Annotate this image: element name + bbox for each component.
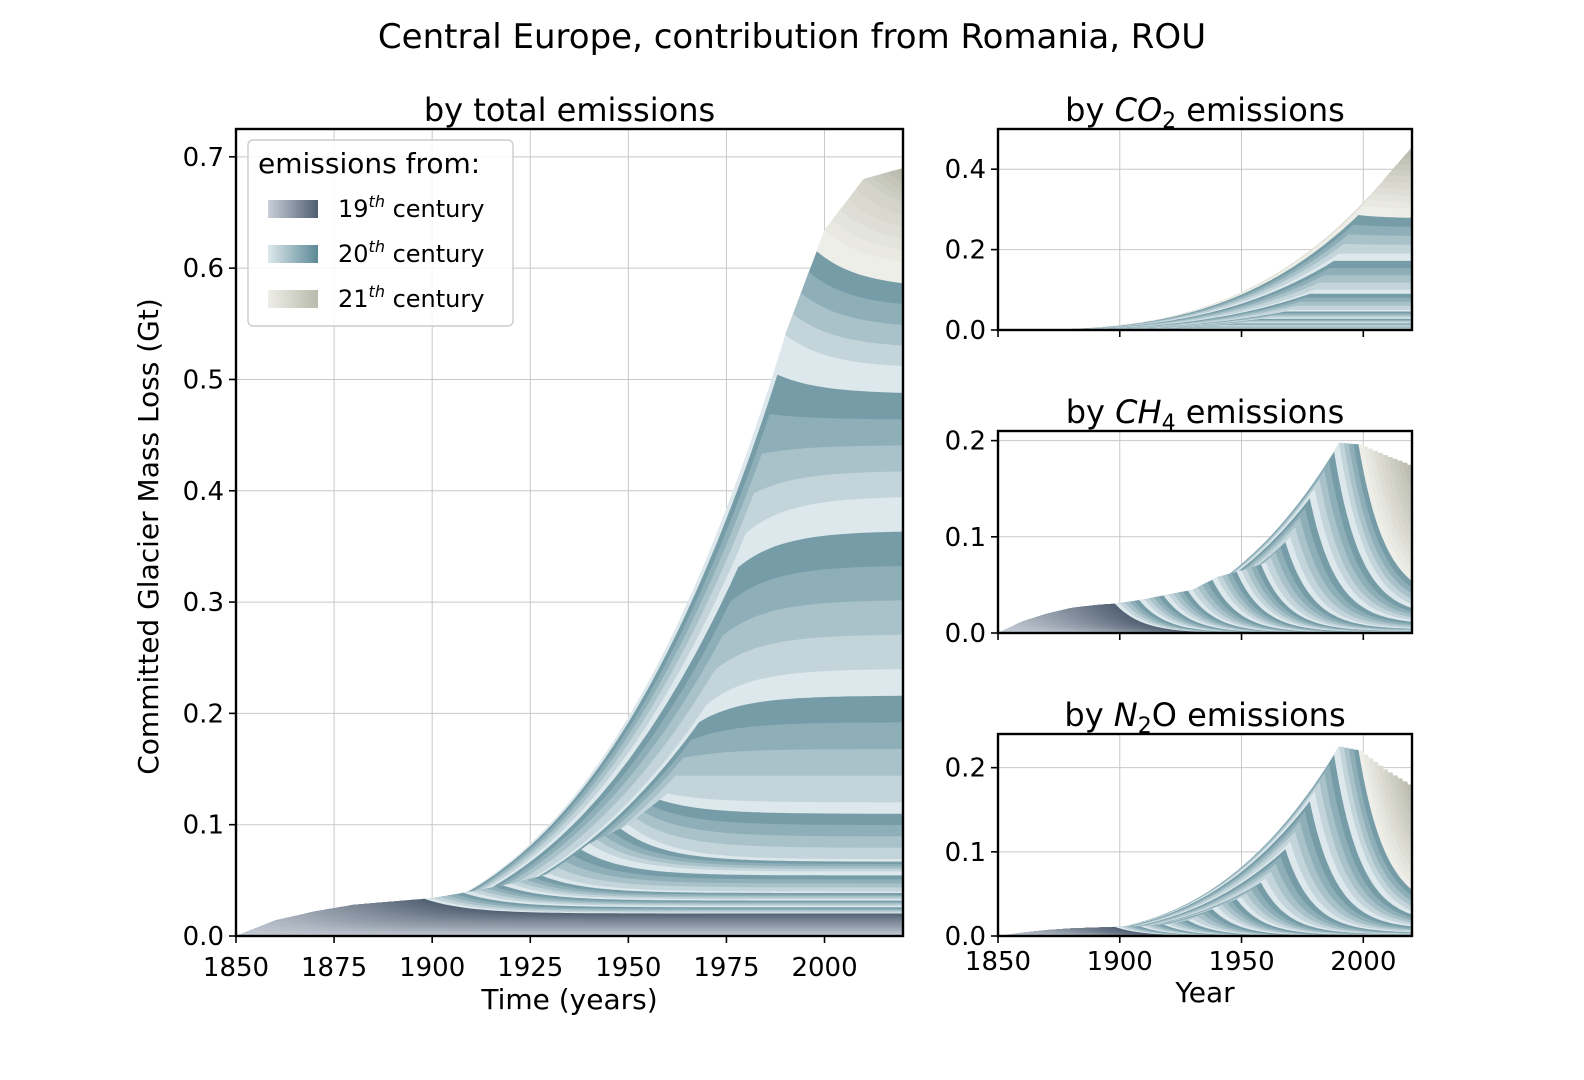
ytick-label-total-4: 0.4 <box>183 477 224 507</box>
legend-label-1: 19th century <box>338 192 484 223</box>
area-series-n2o <box>998 745 1412 936</box>
legend-swatch-2 <box>268 245 318 263</box>
xlabel-n2o: Year <box>1174 976 1235 1009</box>
band-n2o-1962 <box>998 871 1412 936</box>
band-n2o-1928 <box>998 920 1412 936</box>
ytick-label-total-5: 0.5 <box>183 365 224 395</box>
legend-label-2: 20th century <box>338 237 484 268</box>
ylabel-total: Committed Glacier Mass Loss (Gt) <box>132 298 165 775</box>
xtick-label-total-1: 1875 <box>301 953 367 983</box>
axes-frame-total <box>234 127 905 938</box>
band-ch4-1918 <box>998 595 1412 633</box>
band-total-1858 <box>236 923 903 936</box>
xtick-label-n2o-3: 2000 <box>1330 947 1396 977</box>
area-series-total <box>236 168 903 936</box>
band-ch4-1962 <box>998 557 1412 633</box>
legend: emissions from: 19th century 20th century 2… <box>247 139 514 327</box>
band-n2o-1878 <box>998 928 1412 936</box>
xtick-label-n2o-1: 1900 <box>1087 947 1153 977</box>
ytick-label-n2o-1: 0.1 <box>945 838 986 868</box>
legend-swatch-1 <box>268 200 318 218</box>
band-n2o-1918 <box>998 924 1412 936</box>
panel-title-ch4: by CH4 emissions <box>1066 393 1345 436</box>
figure-title: Central Europe, contribution from Romani… <box>378 17 1206 57</box>
legend-title: emissions from: <box>258 147 480 180</box>
xtick-label-total-6: 2000 <box>791 953 857 983</box>
band-ch4-1878 <box>998 609 1412 633</box>
ytick-label-total-0: 0.0 <box>183 922 224 952</box>
axes-frame-ch4 <box>996 429 1414 635</box>
ytick-label-total-2: 0.2 <box>183 699 224 729</box>
band-ch4-1928 <box>998 590 1412 633</box>
xtick-label-n2o-0: 1850 <box>965 947 1031 977</box>
ytick-label-ch4-0: 0.0 <box>945 619 986 649</box>
panel-co2: 0.0 0.2 0.4 by CO2 emissions <box>945 91 1414 346</box>
band-n2o-1964 <box>998 864 1412 936</box>
panel-title-n2o: by N2O emissions <box>1064 696 1345 739</box>
area-series-ch4 <box>998 442 1412 633</box>
xtick-label-n2o-2: 1950 <box>1208 947 1274 977</box>
ytick-label-co2-0: 0.0 <box>945 316 986 346</box>
ytick-label-total-7: 0.7 <box>183 143 224 173</box>
ytick-label-n2o-0: 0.0 <box>945 922 986 952</box>
xtick-label-total-3: 1925 <box>497 953 563 983</box>
xtick-label-total-4: 1950 <box>595 953 661 983</box>
xlabel-total: Time (years) <box>480 983 657 1016</box>
ytick-label-ch4-2: 0.2 <box>945 427 986 457</box>
ytick-label-total-6: 0.6 <box>183 254 224 284</box>
ytick-label-total-3: 0.3 <box>183 588 224 618</box>
panel-n2o: 1850 1900 1950 2000 0.0 0.1 0.2 by N2O emission… <box>945 696 1414 1009</box>
ytick-label-co2-1: 0.2 <box>945 236 986 266</box>
legend-box <box>247 139 514 327</box>
panel-title-total: by total emissions <box>424 91 715 129</box>
legend-label-3: 21th century <box>338 282 484 313</box>
panel-total: 1850 1875 1900 1925 1950 1975 2000 0.0 0.1 0.2 0.3… <box>132 91 905 1016</box>
axes-frame-co2 <box>996 127 1414 332</box>
panel-ch4: 0.0 0.1 0.2 by CH4 emissions <box>945 393 1414 649</box>
panel-title-co2: by CO2 emissions <box>1065 91 1345 134</box>
ytick-label-total-1: 0.1 <box>183 811 224 841</box>
panels: 1850 1875 1900 1925 1950 1975 2000 0.0 0.1 0.2 0.3… <box>132 91 1414 1016</box>
xtick-label-total-0: 1850 <box>203 953 269 983</box>
band-total-1854 <box>236 929 903 936</box>
axes-frame-n2o <box>996 732 1414 938</box>
xtick-label-total-2: 1900 <box>399 953 465 983</box>
area-series-co2 <box>998 147 1412 330</box>
band-total-1856 <box>236 926 903 936</box>
legend-swatch-3 <box>268 290 318 308</box>
ytick-label-co2-2: 0.4 <box>945 155 986 185</box>
ytick-label-n2o-2: 0.2 <box>945 754 986 784</box>
xtick-label-total-5: 1975 <box>693 953 759 983</box>
ytick-label-ch4-1: 0.1 <box>945 523 986 553</box>
